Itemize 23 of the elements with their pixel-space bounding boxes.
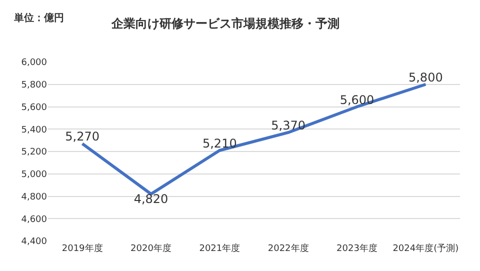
x-tick-label: 2024年度(予測) (392, 243, 459, 254)
text: 単位：億円 (13, 12, 64, 24)
x-tick-label: 2023年度 (336, 243, 378, 254)
data-label: 5,800 (408, 70, 443, 84)
y-tick-label: 5,400 (21, 125, 48, 136)
chart-title: 企業向け研修サービス市場規模推移・予測 (110, 16, 340, 30)
data-label: 5,210 (202, 136, 237, 150)
y-tick-label: 6,000 (21, 58, 48, 68)
x-tick-label: 2022年度 (268, 243, 309, 254)
x-tick-label: 2021年度 (199, 243, 240, 254)
y-tick-label: 5,800 (21, 80, 48, 91)
y-tick-label: 5,600 (21, 102, 48, 113)
y-tick-label: 4,600 (21, 214, 48, 225)
x-tick-label: 2020年度 (130, 243, 172, 254)
y-tick-label: 4,800 (21, 192, 48, 202)
y-tick-label: 5,200 (21, 148, 48, 158)
y-tick-label: 5,000 (21, 170, 48, 180)
y-tick-label: 4,400 (21, 237, 48, 248)
data-label: 5,600 (340, 92, 374, 107)
data-label: 5,270 (65, 130, 100, 144)
x-tick-label: 2019年度 (62, 243, 103, 254)
data-label: 5,370 (271, 118, 306, 132)
data-label: 4,820 (134, 192, 168, 206)
